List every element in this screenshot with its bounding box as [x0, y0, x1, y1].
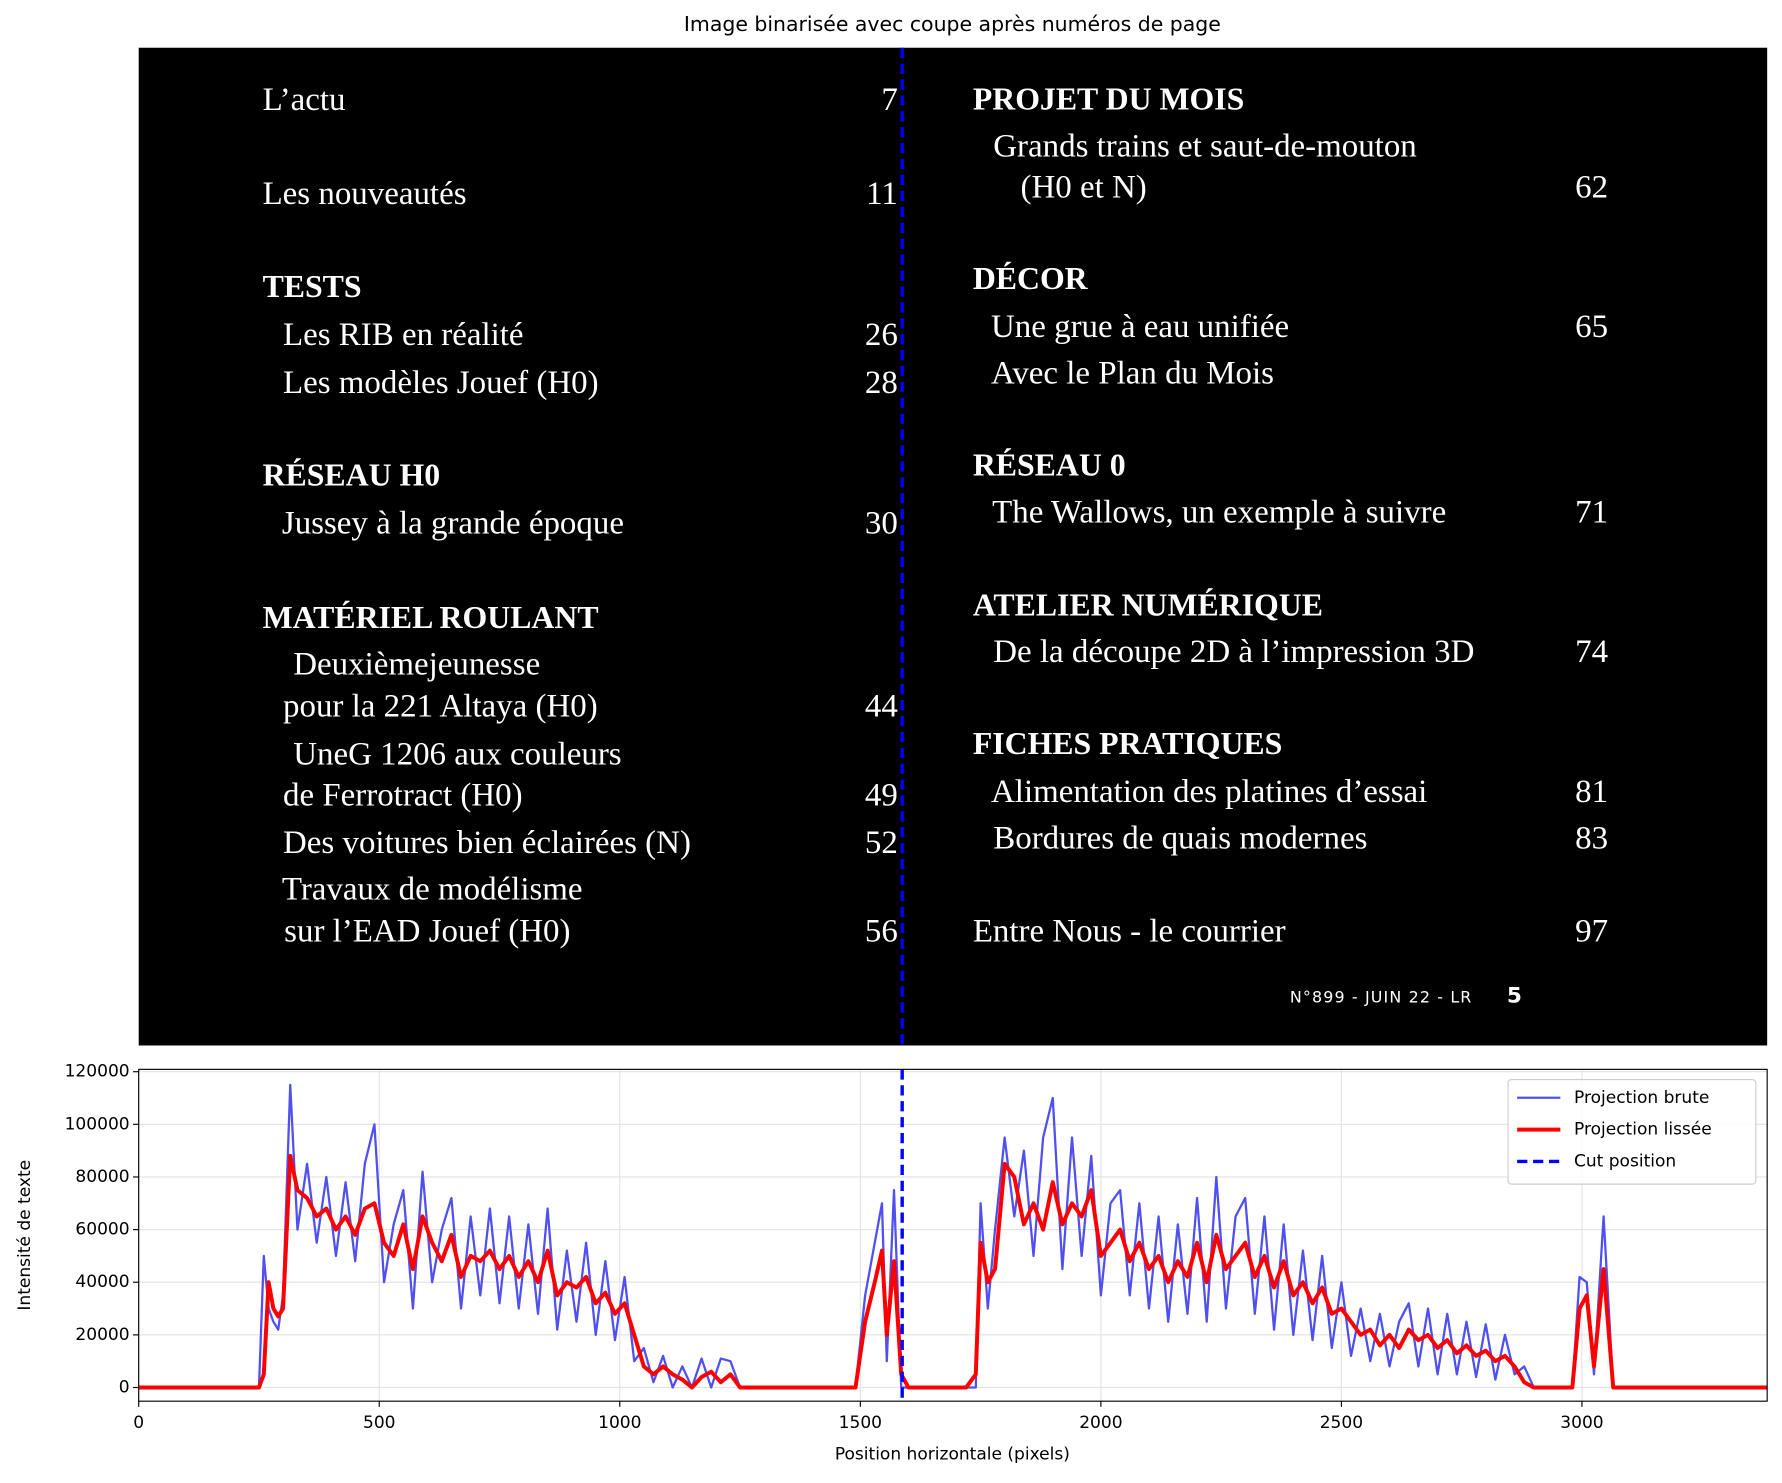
x-tick-label: 1000 — [598, 1413, 641, 1433]
toc-page: 83 — [1575, 820, 1608, 856]
toc-entry: Entre Nous - le courrier — [973, 914, 1286, 950]
toc-page: 74 — [1575, 634, 1608, 670]
toc-page: 65 — [1575, 309, 1608, 345]
toc-entry: Les modèles Jouef (H0) — [283, 365, 599, 401]
toc-page: 7 — [881, 82, 897, 118]
y-tick-label: 40000 — [75, 1272, 129, 1292]
toc-entry: Une grue à eau unifiée — [991, 309, 1289, 345]
x-tick-label: 500 — [363, 1413, 396, 1433]
toc-page: 28 — [865, 365, 898, 401]
x-axis-label: Position horizontale (pixels) — [835, 1445, 1070, 1465]
toc-page: 52 — [865, 825, 898, 861]
legend-label: Cut position — [1574, 1151, 1676, 1171]
figure-title: Image binarisée avec coupe après numéros… — [684, 12, 1221, 36]
x-tick-label: 2000 — [1079, 1413, 1122, 1433]
y-tick-label: 100000 — [65, 1114, 130, 1134]
legend-box — [1507, 1079, 1757, 1185]
folio: 5 — [1507, 984, 1522, 1009]
toc-page: 71 — [1575, 494, 1608, 530]
toc-heading: ATELIER NUMÉRIQUE — [973, 587, 1323, 622]
toc-entry: Avec le Plan du Mois — [991, 356, 1274, 392]
toc-page: 56 — [865, 914, 898, 950]
toc-heading: RÉSEAU H0 — [263, 458, 441, 493]
toc-page: 49 — [865, 777, 898, 813]
y-tick-label: 20000 — [75, 1325, 129, 1345]
y-tick-label: 120000 — [65, 1062, 130, 1082]
y-tick-label: 0 — [119, 1377, 130, 1397]
toc-entry: Des voitures bien éclairées (N) — [283, 825, 691, 861]
y-axis-label: Intensité de texte — [15, 1160, 35, 1311]
right-column: PROJET DU MOIS Grands trains et saut-de-… — [973, 82, 1608, 1009]
x-tick-label: 2500 — [1320, 1413, 1363, 1433]
toc-entry: pour la 221 Altaya (H0) — [283, 689, 598, 725]
toc-heading: RÉSEAU 0 — [973, 447, 1126, 482]
toc-entry: Travaux de modélisme — [282, 872, 583, 908]
toc-page: 62 — [1575, 169, 1608, 205]
y-tick-label: 80000 — [75, 1167, 129, 1187]
toc-entry: The Wallows, un exemple à suivre — [992, 494, 1446, 530]
y-tick-label: 60000 — [75, 1220, 129, 1240]
toc-entry: Les nouveautés — [263, 176, 467, 212]
toc-entry: De la découpe 2D à l’impression 3D — [993, 634, 1474, 670]
toc-page: 30 — [865, 506, 898, 542]
x-tick-label: 1500 — [839, 1413, 882, 1433]
toc-entry: Grands trains et saut-de-mouton — [993, 128, 1417, 164]
legend-label: Projection brute — [1574, 1088, 1709, 1108]
toc-entry: (H0 et N) — [1021, 169, 1147, 205]
series-line — [138, 1153, 1768, 1390]
toc-entry: Alimentation des platines d’essai — [991, 774, 1427, 810]
toc-heading: MATÉRIEL ROULANT — [263, 600, 599, 635]
toc-page: 11 — [866, 176, 898, 212]
left-column: L’actu 7 Les nouveautés 11 TESTS Les RIB… — [263, 82, 898, 950]
legend-label: Projection lissée — [1574, 1120, 1712, 1140]
toc-entry: sur l’EAD Jouef (H0) — [284, 914, 570, 950]
toc-entry: UneG 1206 aux couleurs — [293, 736, 621, 772]
toc-entry: Bordures de quais modernes — [993, 820, 1367, 856]
toc-heading: PROJET DU MOIS — [973, 82, 1244, 117]
toc-entry: de Ferrotract (H0) — [283, 777, 523, 813]
toc-entry: Deuxièmejeunesse — [293, 647, 540, 683]
toc-entry: L’actu — [263, 82, 346, 118]
toc-heading: TESTS — [263, 269, 362, 304]
x-tick-label: 3000 — [1560, 1413, 1603, 1433]
issue-footer: N°899 - JUIN 22 - LR — [1290, 987, 1473, 1006]
toc-heading: DÉCOR — [973, 261, 1089, 296]
toc-page: 81 — [1575, 774, 1608, 810]
x-tick-label: 0 — [133, 1413, 144, 1433]
binarized-image — [138, 47, 1768, 1046]
toc-heading: FICHES PRATIQUES — [973, 726, 1283, 761]
toc-page: 97 — [1575, 914, 1608, 950]
axes-frame — [138, 1068, 1768, 1402]
toc-entry: Jussey à la grande époque — [282, 506, 624, 542]
toc-entry: Les RIB en réalité — [283, 317, 524, 353]
legend: Projection brute Projection lissée Cut pos… — [1507, 1079, 1757, 1185]
toc-page: 26 — [865, 317, 898, 353]
toc-page: 44 — [865, 689, 898, 725]
